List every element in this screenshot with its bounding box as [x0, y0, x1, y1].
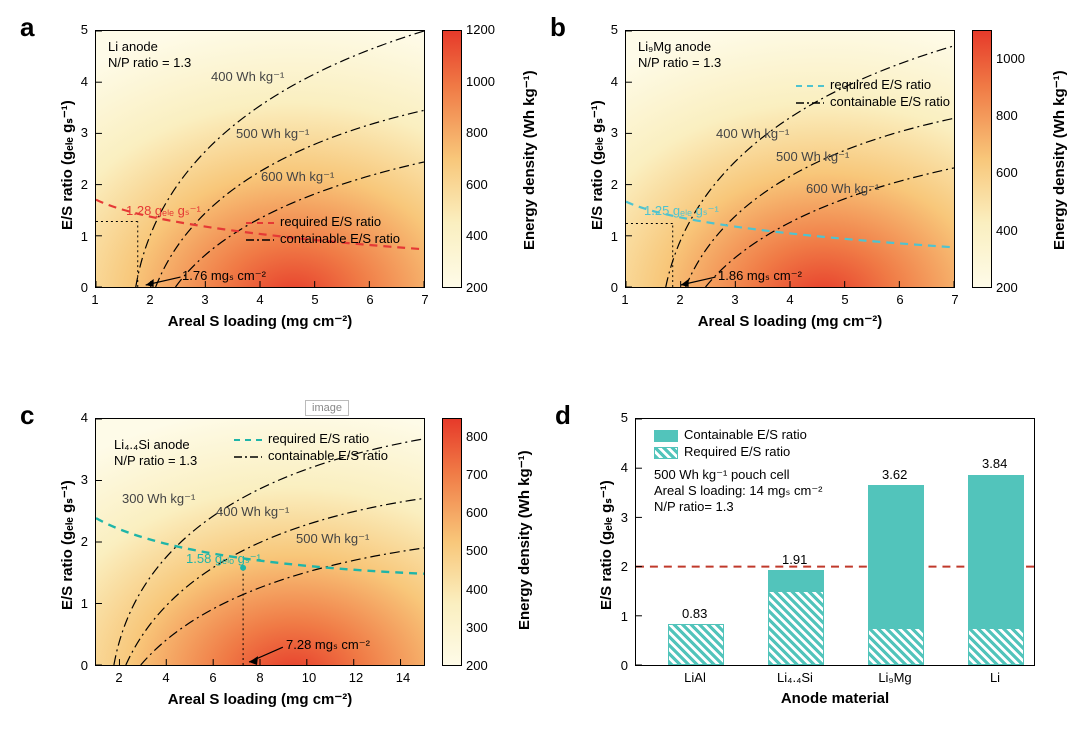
panel-c-title2: N/P ratio = 1.3 — [114, 453, 197, 468]
panel-d-plot: 0.83 1.91 3.62 3.84 Containable E/S rati… — [635, 418, 1035, 666]
panel-a-title1: Li anode — [108, 39, 158, 54]
panel-c-label: c — [20, 400, 34, 431]
panel-c-legend1: required E/S ratio — [234, 431, 369, 447]
panel-a-xlabel: Areal S loading (mg cm⁻²) — [150, 312, 370, 330]
panel-a-point-y: 1.28 gₑₗₑ gₛ⁻¹ — [126, 203, 201, 219]
panel-a-c400: 400 Wh kg⁻¹ — [211, 69, 284, 85]
panel-b: b — [550, 12, 1070, 352]
panel-c-ylabel: E/S ratio (gₑₗₑ gₛ⁻¹) — [58, 480, 76, 610]
panel-c-c400: 400 Wh kg⁻¹ — [216, 504, 289, 520]
panel-d-xlabel: Anode material — [755, 690, 915, 707]
panel-d-ylabel: E/S ratio (gₑₗₑ gₛ⁻¹) — [597, 480, 615, 610]
panel-b-colorbar — [972, 30, 992, 288]
panel-b-title1: Li₉Mg anode — [638, 39, 711, 54]
panel-a-cbar-label: Energy density (Wh kg⁻¹) — [520, 70, 538, 250]
panel-a: a — [20, 12, 530, 352]
panel-b-ylabel: E/S ratio (gₑₗₑ gₛ⁻¹) — [588, 100, 606, 230]
bar-lisi-val: 1.91 — [782, 552, 807, 567]
bar-lisi-req — [768, 591, 824, 665]
panel-b-point-x: 1.86 mgₛ cm⁻² — [718, 268, 802, 284]
panel-a-point-x: 1.76 mgₛ cm⁻² — [182, 268, 266, 284]
panel-a-plot: Li anode N/P ratio = 1.3 400 Wh kg⁻¹ 500… — [95, 30, 425, 288]
bar-li-req — [968, 628, 1024, 665]
panel-c-xlabel: Areal S loading (mg cm⁻²) — [150, 690, 370, 708]
bar-limg-val: 3.62 — [882, 467, 907, 482]
panel-a-ylabel: E/S ratio (gₑₗₑ gₛ⁻¹) — [58, 100, 76, 230]
panel-c-c500: 500 Wh kg⁻¹ — [296, 531, 369, 547]
panel-a-legend1: required E/S ratio — [246, 214, 381, 230]
panel-c: c — [20, 400, 530, 730]
panel-c-c300: 300 Wh kg⁻¹ — [122, 491, 195, 507]
panel-b-plot: Li₉Mg anode N/P ratio = 1.3 400 Wh kg⁻¹ … — [625, 30, 955, 288]
panel-a-legend2: containable E/S ratio — [246, 231, 400, 247]
panel-a-title2: N/P ratio = 1.3 — [108, 55, 191, 70]
bar-lial-req — [668, 624, 724, 665]
panel-a-c500: 500 Wh kg⁻¹ — [236, 126, 309, 142]
panel-b-legend1: required E/S ratio — [796, 77, 931, 93]
panel-d-ann2: Areal S loading: 14 mgₛ cm⁻² — [654, 483, 823, 499]
panel-b-point-y: 1.25 gₑₗₑ gₛ⁻¹ — [644, 203, 719, 219]
panel-c-colorbar — [442, 418, 462, 666]
panel-a-c600: 600 Wh kg⁻¹ — [261, 169, 334, 185]
panel-c-title1: Li₄.₄Si anode — [114, 437, 190, 452]
panel-d-legend: Containable E/S ratio Required E/S ratio — [654, 427, 807, 459]
panel-c-plot: Li₄.₄Si anode N/P ratio = 1.3 300 Wh kg⁻… — [95, 418, 425, 666]
bar-limg-req — [868, 628, 924, 665]
panel-b-legend2: containable E/S ratio — [796, 94, 950, 110]
bar-li-val: 3.84 — [982, 456, 1007, 471]
panel-b-title2: N/P ratio = 1.3 — [638, 55, 721, 70]
panel-d-ann1: 500 Wh kg⁻¹ pouch cell — [654, 467, 789, 483]
panel-c-cbar-label: Energy density (Wh kg⁻¹) — [515, 450, 533, 630]
panel-b-xlabel: Areal S loading (mg cm⁻²) — [680, 312, 900, 330]
panel-d-label: d — [555, 400, 571, 431]
panel-d: d 0.83 — [555, 400, 1065, 730]
panel-c-point-x: 7.28 mgₛ cm⁻² — [286, 637, 370, 653]
panel-b-c600: 600 Wh kg⁻¹ — [806, 181, 879, 197]
panel-a-colorbar — [442, 30, 462, 288]
panel-a-label: a — [20, 12, 34, 43]
panel-b-c400: 400 Wh kg⁻¹ — [716, 126, 789, 142]
panel-d-ann3: N/P ratio= 1.3 — [654, 499, 734, 514]
panel-c-point-y: 1.58 gₑₗₒ gₛ⁻¹ — [186, 551, 261, 567]
figure-root: image a — [0, 0, 1080, 740]
panel-b-c500: 500 Wh kg⁻¹ — [776, 149, 849, 165]
bar-lial-val: 0.83 — [682, 606, 707, 621]
panel-c-legend2: containable E/S ratio — [234, 448, 388, 464]
panel-b-cbar-label: Energy density (Wh kg⁻¹) — [1050, 70, 1068, 250]
panel-b-label: b — [550, 12, 566, 43]
